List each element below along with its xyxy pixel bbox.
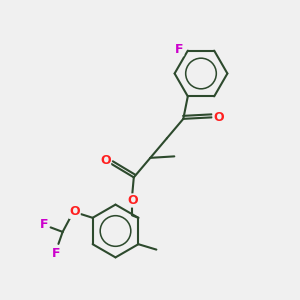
Text: F: F [40,218,48,231]
Text: F: F [175,43,184,56]
Text: O: O [69,205,80,218]
Text: O: O [127,194,138,207]
Text: O: O [100,154,111,167]
Text: F: F [52,247,60,260]
Text: O: O [213,111,224,124]
